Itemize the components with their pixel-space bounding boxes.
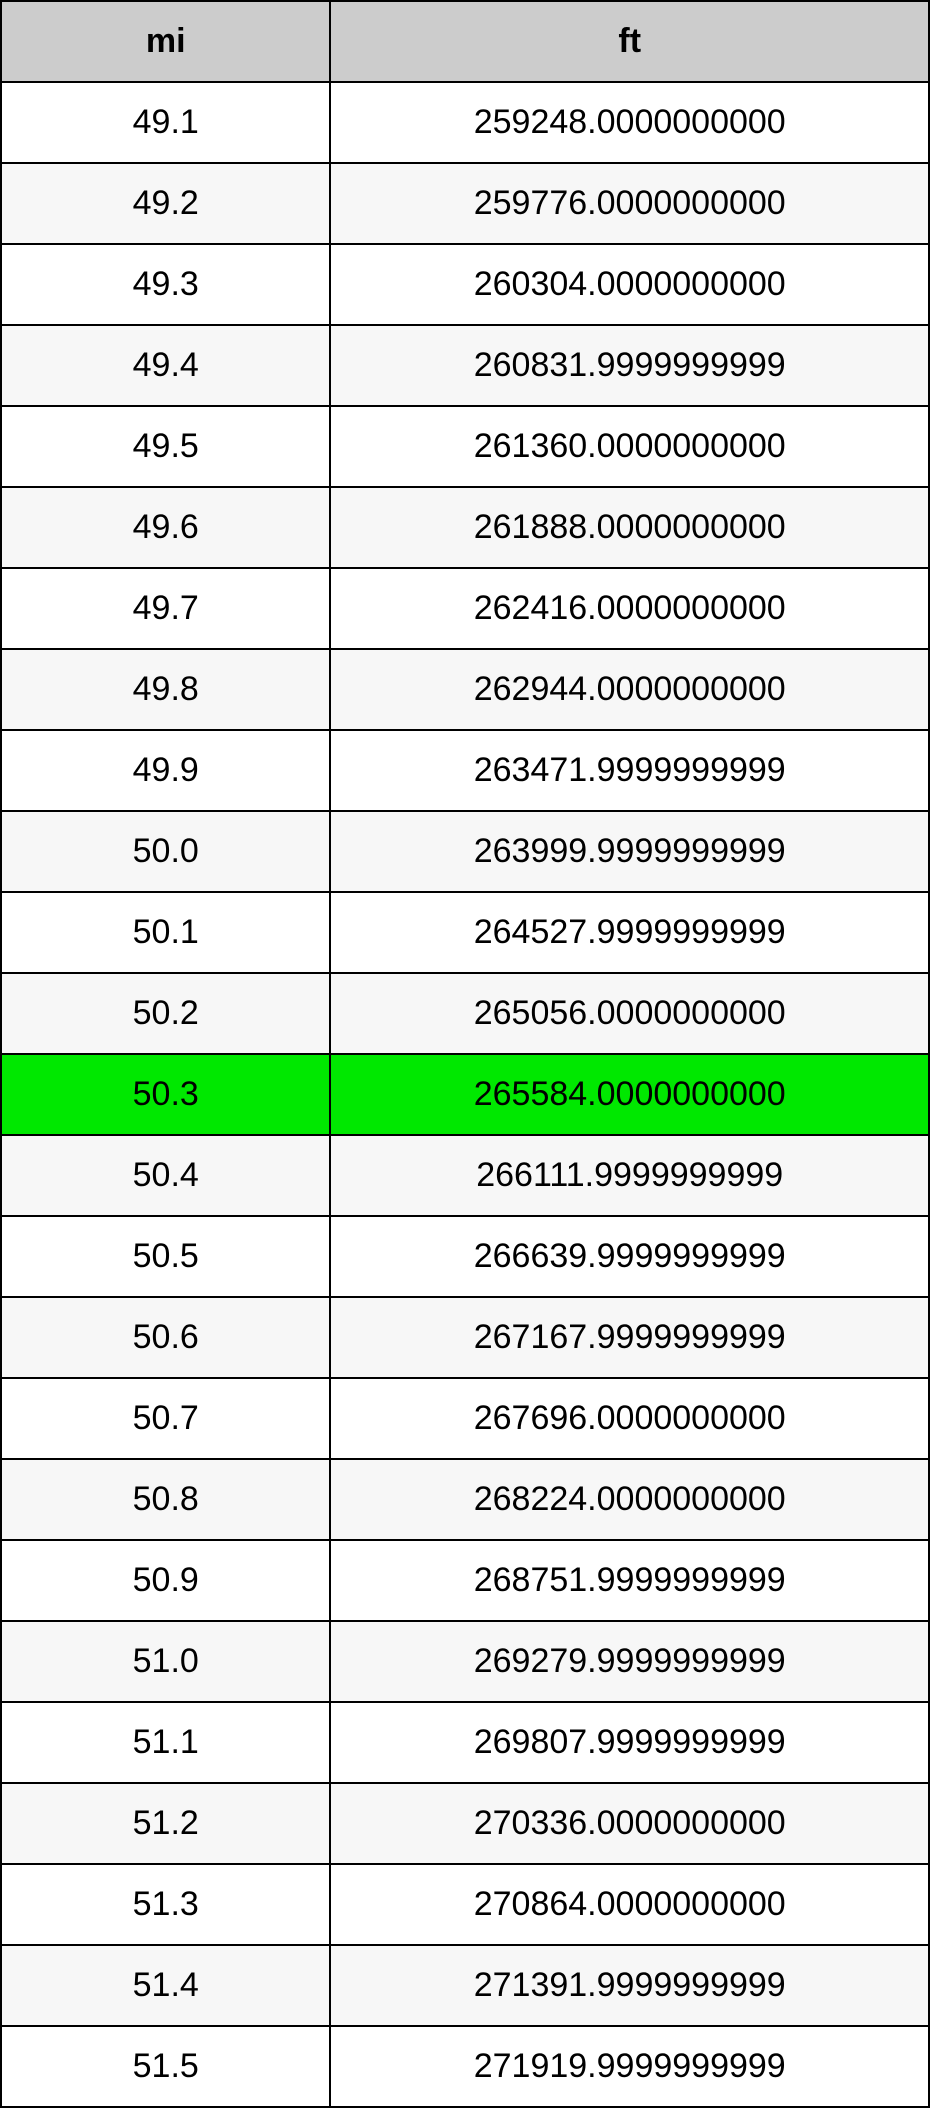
- cell-mi: 50.0: [1, 811, 330, 892]
- cell-ft: 270864.0000000000: [330, 1864, 929, 1945]
- table-row: 49.8262944.0000000000: [1, 649, 929, 730]
- cell-ft: 267696.0000000000: [330, 1378, 929, 1459]
- table-row: 49.4260831.9999999999: [1, 325, 929, 406]
- cell-mi: 49.1: [1, 82, 330, 163]
- table-row: 49.3260304.0000000000: [1, 244, 929, 325]
- cell-mi: 50.4: [1, 1135, 330, 1216]
- cell-mi: 50.9: [1, 1540, 330, 1621]
- cell-ft: 269807.9999999999: [330, 1702, 929, 1783]
- cell-ft: 260831.9999999999: [330, 325, 929, 406]
- table-row: 49.6261888.0000000000: [1, 487, 929, 568]
- table-row: 51.3270864.0000000000: [1, 1864, 929, 1945]
- cell-mi: 50.6: [1, 1297, 330, 1378]
- cell-ft: 263999.9999999999: [330, 811, 929, 892]
- cell-mi: 49.8: [1, 649, 330, 730]
- cell-mi: 50.1: [1, 892, 330, 973]
- table-row: 50.4266111.9999999999: [1, 1135, 929, 1216]
- cell-ft: 262416.0000000000: [330, 568, 929, 649]
- column-header-ft: ft: [330, 1, 929, 82]
- table-row: 51.4271391.9999999999: [1, 1945, 929, 2026]
- cell-ft: 265584.0000000000: [330, 1054, 929, 1135]
- cell-ft: 268751.9999999999: [330, 1540, 929, 1621]
- table-row: 49.5261360.0000000000: [1, 406, 929, 487]
- cell-ft: 264527.9999999999: [330, 892, 929, 973]
- cell-ft: 267167.9999999999: [330, 1297, 929, 1378]
- cell-mi: 50.5: [1, 1216, 330, 1297]
- cell-mi: 49.9: [1, 730, 330, 811]
- cell-ft: 259248.0000000000: [330, 82, 929, 163]
- cell-ft: 262944.0000000000: [330, 649, 929, 730]
- table-row: 51.5271919.9999999999: [1, 2026, 929, 2107]
- cell-ft: 266639.9999999999: [330, 1216, 929, 1297]
- cell-ft: 259776.0000000000: [330, 163, 929, 244]
- cell-mi: 51.3: [1, 1864, 330, 1945]
- cell-ft: 271919.9999999999: [330, 2026, 929, 2107]
- table-row: 50.1264527.9999999999: [1, 892, 929, 973]
- cell-mi: 51.1: [1, 1702, 330, 1783]
- table-row: 50.3265584.0000000000: [1, 1054, 929, 1135]
- table-row: 49.7262416.0000000000: [1, 568, 929, 649]
- table-row: 51.0269279.9999999999: [1, 1621, 929, 1702]
- table-row: 51.1269807.9999999999: [1, 1702, 929, 1783]
- cell-ft: 268224.0000000000: [330, 1459, 929, 1540]
- table-row: 50.0263999.9999999999: [1, 811, 929, 892]
- cell-mi: 51.5: [1, 2026, 330, 2107]
- cell-ft: 269279.9999999999: [330, 1621, 929, 1702]
- table-row: 49.1259248.0000000000: [1, 82, 929, 163]
- cell-mi: 49.4: [1, 325, 330, 406]
- conversion-table: mi ft 49.1259248.000000000049.2259776.00…: [0, 0, 930, 2108]
- table-row: 50.9268751.9999999999: [1, 1540, 929, 1621]
- column-header-mi: mi: [1, 1, 330, 82]
- cell-mi: 51.2: [1, 1783, 330, 1864]
- cell-mi: 49.6: [1, 487, 330, 568]
- table-row: 51.2270336.0000000000: [1, 1783, 929, 1864]
- cell-mi: 50.7: [1, 1378, 330, 1459]
- cell-ft: 266111.9999999999: [330, 1135, 929, 1216]
- cell-mi: 50.2: [1, 973, 330, 1054]
- cell-mi: 49.3: [1, 244, 330, 325]
- cell-ft: 265056.0000000000: [330, 973, 929, 1054]
- table-row: 49.2259776.0000000000: [1, 163, 929, 244]
- table-row: 50.8268224.0000000000: [1, 1459, 929, 1540]
- cell-mi: 50.3: [1, 1054, 330, 1135]
- cell-ft: 263471.9999999999: [330, 730, 929, 811]
- cell-mi: 51.0: [1, 1621, 330, 1702]
- cell-ft: 261888.0000000000: [330, 487, 929, 568]
- cell-mi: 49.7: [1, 568, 330, 649]
- table-row: 50.7267696.0000000000: [1, 1378, 929, 1459]
- cell-ft: 261360.0000000000: [330, 406, 929, 487]
- cell-ft: 260304.0000000000: [330, 244, 929, 325]
- cell-mi: 51.4: [1, 1945, 330, 2026]
- cell-ft: 271391.9999999999: [330, 1945, 929, 2026]
- cell-ft: 270336.0000000000: [330, 1783, 929, 1864]
- table-header-row: mi ft: [1, 1, 929, 82]
- table-row: 49.9263471.9999999999: [1, 730, 929, 811]
- table-row: 50.2265056.0000000000: [1, 973, 929, 1054]
- cell-mi: 50.8: [1, 1459, 330, 1540]
- table-row: 50.6267167.9999999999: [1, 1297, 929, 1378]
- cell-mi: 49.2: [1, 163, 330, 244]
- table-row: 50.5266639.9999999999: [1, 1216, 929, 1297]
- cell-mi: 49.5: [1, 406, 330, 487]
